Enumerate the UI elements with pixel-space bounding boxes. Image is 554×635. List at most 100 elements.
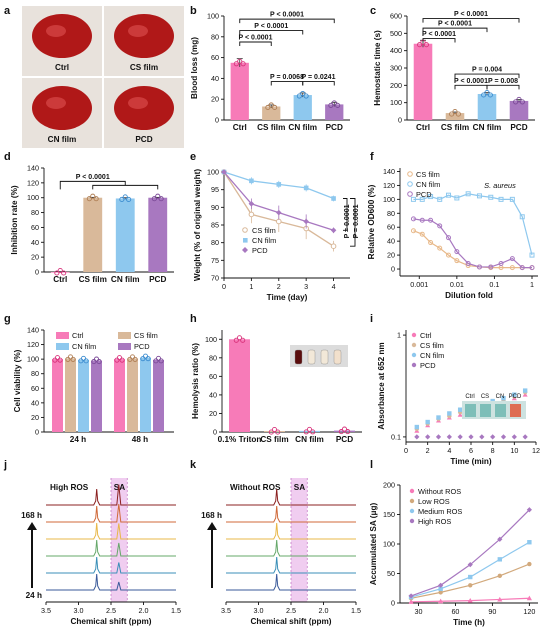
bracket: [343, 198, 348, 231]
bracket: [239, 18, 335, 24]
y-axis-label: Inhibition rate (%): [10, 185, 19, 254]
data-point: [487, 92, 493, 98]
x-tick-label: 1.5: [171, 606, 181, 615]
nmr-spectra-k: SA Without ROS 3.5 3.0 2.5 2.0 1.5 Chemical shi…: [201, 478, 361, 626]
data-point: [457, 434, 463, 440]
band-label: SA: [294, 483, 305, 492]
legend-label: CN film: [420, 351, 444, 360]
data-point: [248, 211, 255, 218]
data-point: [513, 99, 519, 105]
data-point: [265, 104, 271, 111]
data-point: [497, 536, 503, 542]
data-point: [501, 395, 506, 401]
data-point: [155, 193, 161, 199]
data-point: [249, 178, 254, 184]
tissue-sample: [32, 14, 92, 58]
panel-letter-f: f: [370, 151, 374, 163]
bar: [445, 113, 465, 120]
legend-marker: [409, 498, 415, 504]
legend-marker: [411, 342, 417, 348]
highlight: [46, 97, 66, 109]
legend-label: CS film: [134, 331, 158, 340]
data-point: [303, 93, 309, 99]
data-point: [86, 196, 92, 202]
y-axis-label: Weight (% of original weight): [193, 169, 202, 281]
data-point: [275, 209, 282, 216]
chart-e: 70 75 80 85 90 95 100 0 1 2 3 4 Time (day) Weight (% …: [193, 168, 360, 303]
significance-label: P = 0.0068: [270, 74, 304, 81]
data-point: [449, 111, 455, 117]
legend-label: Without ROS: [418, 487, 461, 496]
y-tick-label: 100: [205, 335, 217, 344]
highlight: [46, 25, 66, 37]
data-point: [497, 557, 503, 562]
x-tick-label: Ctrl: [233, 123, 247, 132]
legend-label: CN film: [72, 342, 96, 351]
inset-label: PCD: [509, 394, 522, 400]
spectrum-trace: [226, 522, 356, 540]
data-point: [519, 214, 525, 220]
tissue-sample: [32, 86, 92, 130]
legend-marker: [407, 171, 413, 177]
bar: [115, 198, 135, 272]
panel-letter-e: e: [190, 151, 196, 163]
data-point: [428, 217, 434, 223]
data-point: [155, 355, 162, 361]
data-point: [476, 264, 482, 270]
panel-letter-k: k: [190, 459, 197, 471]
spectrum-trace: [46, 503, 176, 523]
data-point: [484, 89, 490, 96]
data-point: [331, 196, 336, 201]
significance-label: P < 0.0001: [270, 12, 304, 19]
data-point: [80, 355, 87, 361]
data-point: [54, 270, 60, 276]
legend-label: PCD: [252, 246, 268, 255]
x-tick-label: 60: [451, 607, 459, 616]
inset-label: Ctrl: [465, 394, 474, 400]
data-point: [497, 573, 503, 579]
x-tick-label: 3.5: [221, 606, 231, 615]
x-tick-label: 0: [404, 446, 408, 455]
chart-f: 0 20 40 60 80 100 120 140 0.001 0.01 0.1 1 Dilution …: [367, 167, 538, 300]
data-point: [236, 335, 243, 341]
x-tick-label: Ctrl: [416, 123, 430, 132]
legend-marker: [242, 227, 248, 233]
bar: [65, 358, 76, 432]
significance-label: P = 0.008: [488, 78, 518, 85]
legend-label: Medium ROS: [418, 507, 462, 516]
data-point: [509, 265, 515, 271]
arrow-head: [207, 522, 217, 530]
data-point: [248, 201, 255, 207]
legend-marker: [243, 238, 248, 243]
data-point: [54, 355, 61, 361]
significance-label: P = 0.004: [472, 67, 502, 74]
legend-swatch: [118, 343, 131, 350]
y-tick-label: 140: [383, 167, 395, 176]
x-tick-label: 0.1: [489, 280, 499, 289]
data-point: [70, 356, 76, 362]
y-tick-label: 0: [35, 268, 39, 277]
data-point: [447, 411, 452, 416]
data-point: [423, 42, 429, 48]
x-tick-label: 30: [414, 607, 422, 616]
y-tick-label: 0: [215, 116, 219, 125]
data-point: [437, 245, 443, 251]
y-tick-label: 80: [209, 353, 217, 362]
data-point: [335, 102, 341, 108]
data-point: [468, 574, 473, 580]
data-point: [132, 356, 138, 362]
y-tick-label: 80: [31, 208, 39, 217]
x-tick-label: 90: [488, 607, 496, 616]
data-point: [158, 196, 164, 202]
sa-band: [291, 478, 308, 602]
bar: [127, 358, 138, 432]
tube: [307, 349, 316, 365]
y-tick-label: 60: [31, 384, 39, 393]
legend-marker: [409, 518, 415, 524]
panel-letter-a: a: [4, 5, 11, 17]
x-tick-label: PCD: [326, 123, 343, 132]
data-point: [481, 92, 487, 98]
panel-letter-j: j: [3, 459, 7, 471]
y-tick-label: 100: [207, 168, 219, 177]
